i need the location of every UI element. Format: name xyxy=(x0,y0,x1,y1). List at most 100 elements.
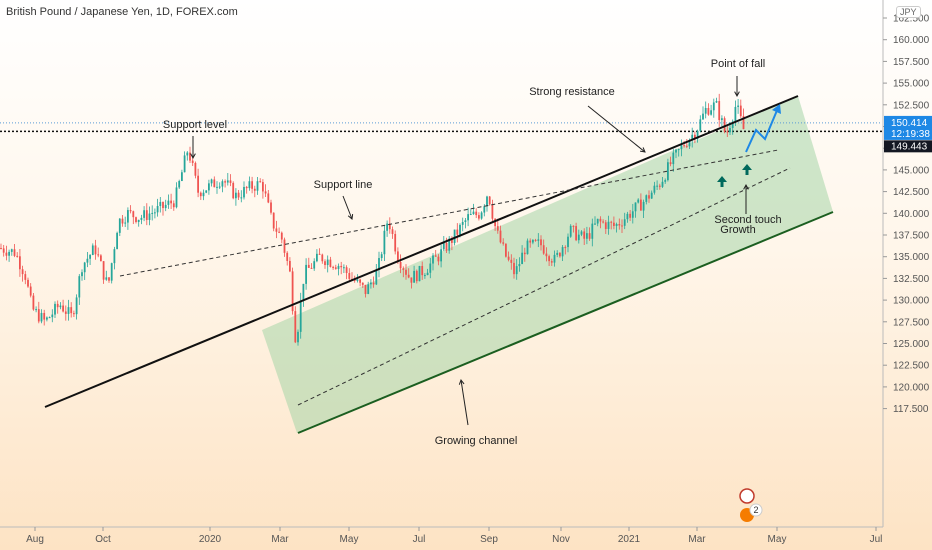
candle-body xyxy=(399,261,402,269)
candle-body xyxy=(469,214,472,216)
time-tick-label: Oct xyxy=(95,534,111,545)
annotation-growth: Growth xyxy=(720,224,755,236)
candle-body xyxy=(459,224,461,235)
candle-body xyxy=(526,240,529,255)
candle-body xyxy=(46,317,48,320)
candle-body xyxy=(623,219,626,226)
candle-body xyxy=(731,121,734,129)
candle-body xyxy=(523,252,526,255)
candle-body xyxy=(548,256,550,262)
candle-body xyxy=(59,305,62,308)
candle-body xyxy=(499,230,502,243)
candle-body xyxy=(8,251,10,256)
candle-body xyxy=(559,252,561,257)
candle-body xyxy=(451,238,453,243)
candle-body xyxy=(650,192,653,199)
candle-body xyxy=(607,221,610,229)
candle-body xyxy=(164,204,167,209)
candle-body xyxy=(380,254,383,259)
candle-body xyxy=(629,213,631,218)
candle-body xyxy=(10,249,13,252)
growing-channel-area xyxy=(262,96,833,433)
currency-badge[interactable]: JPY xyxy=(896,6,921,18)
candle-body xyxy=(291,271,294,312)
candle-body xyxy=(410,277,413,283)
candle-body xyxy=(332,266,334,268)
candle-body xyxy=(386,223,388,231)
candle-body xyxy=(243,186,245,198)
candle-body xyxy=(712,102,715,111)
candle-body xyxy=(143,210,145,218)
support-level-arrow-head xyxy=(190,153,196,160)
candle-body xyxy=(280,232,283,240)
candle-body xyxy=(224,181,226,183)
candle-body xyxy=(256,181,259,191)
level-price-value: 149.443 xyxy=(891,141,928,152)
candle-body xyxy=(186,152,189,156)
candle-body xyxy=(302,283,305,301)
growing-channel-arrow-head xyxy=(458,378,465,385)
candle-body xyxy=(591,223,594,239)
candle-body xyxy=(232,182,235,199)
candle-body xyxy=(448,238,451,251)
candle-body xyxy=(507,256,510,260)
candle-body xyxy=(737,105,739,107)
candle-body xyxy=(183,155,186,173)
price-tick-label: 135.000 xyxy=(893,252,930,263)
bar-countdown: 12:19:38 xyxy=(891,129,930,140)
candle-body xyxy=(634,202,637,212)
price-tick-label: 140.000 xyxy=(893,209,930,220)
candle-body xyxy=(21,269,24,275)
price-axis[interactable]: 162.500160.000157.500155.000152.500150.0… xyxy=(882,0,932,527)
candle-body xyxy=(110,263,113,281)
channel-lower-line xyxy=(297,211,834,434)
candle-body xyxy=(453,229,456,243)
candle-body xyxy=(102,261,105,280)
candle-body xyxy=(426,272,429,276)
candle-body xyxy=(218,186,221,188)
candle-body xyxy=(37,309,40,322)
candle-body xyxy=(532,239,534,243)
annotation-second-touch: Second touch xyxy=(714,214,781,226)
candle-body xyxy=(286,252,289,261)
candle-body xyxy=(424,275,426,277)
gb-flag-icon[interactable] xyxy=(739,488,755,504)
candle-body xyxy=(151,212,154,214)
candle-body xyxy=(637,199,640,203)
candle-body xyxy=(742,116,745,130)
candle-body xyxy=(486,196,488,207)
candle-body xyxy=(337,265,340,269)
candle-body xyxy=(653,185,656,193)
candle-body xyxy=(432,255,434,264)
candle-body xyxy=(208,183,210,191)
candle-body xyxy=(680,145,683,150)
candle-body xyxy=(677,149,680,151)
current-price-value: 150.414 xyxy=(891,118,928,129)
time-axis[interactable]: Aug Oct 2020 Mar May Jul Sep Nov 2021 Mar May Jul xyxy=(0,526,883,545)
candle-body xyxy=(391,229,394,234)
candle-body xyxy=(707,108,710,115)
candle-body xyxy=(210,179,213,184)
candle-body xyxy=(494,218,496,227)
candle-body xyxy=(140,217,143,220)
candle-body xyxy=(135,217,137,222)
candle-body xyxy=(24,274,27,280)
candle-body xyxy=(299,300,302,332)
candle-body xyxy=(669,162,672,165)
candle-body xyxy=(715,101,718,103)
candle-body xyxy=(321,254,324,262)
candle-body xyxy=(739,105,742,117)
candle-body xyxy=(721,118,723,121)
candle-body xyxy=(359,279,361,283)
candle-body xyxy=(253,188,256,191)
candle-body xyxy=(461,221,464,225)
candle-body xyxy=(658,185,661,187)
candle-body xyxy=(307,264,310,268)
candle-body xyxy=(394,233,397,252)
candle-body xyxy=(73,313,75,315)
candle-body xyxy=(550,261,553,263)
candle-body xyxy=(67,307,70,314)
ideas-count-badge[interactable] xyxy=(749,503,763,517)
trend-lines xyxy=(44,95,834,434)
